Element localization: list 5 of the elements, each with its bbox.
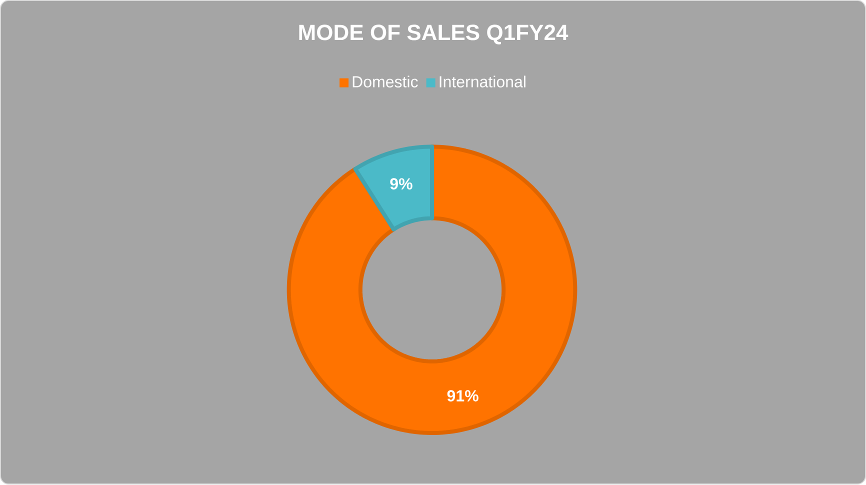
legend-label: Domestic xyxy=(352,76,418,88)
legend-label: International xyxy=(440,76,526,88)
data-label: 91% xyxy=(447,390,478,402)
chart-title: MODE OF SALES Q1FY24 xyxy=(299,24,568,45)
data-label: 9% xyxy=(390,178,412,190)
